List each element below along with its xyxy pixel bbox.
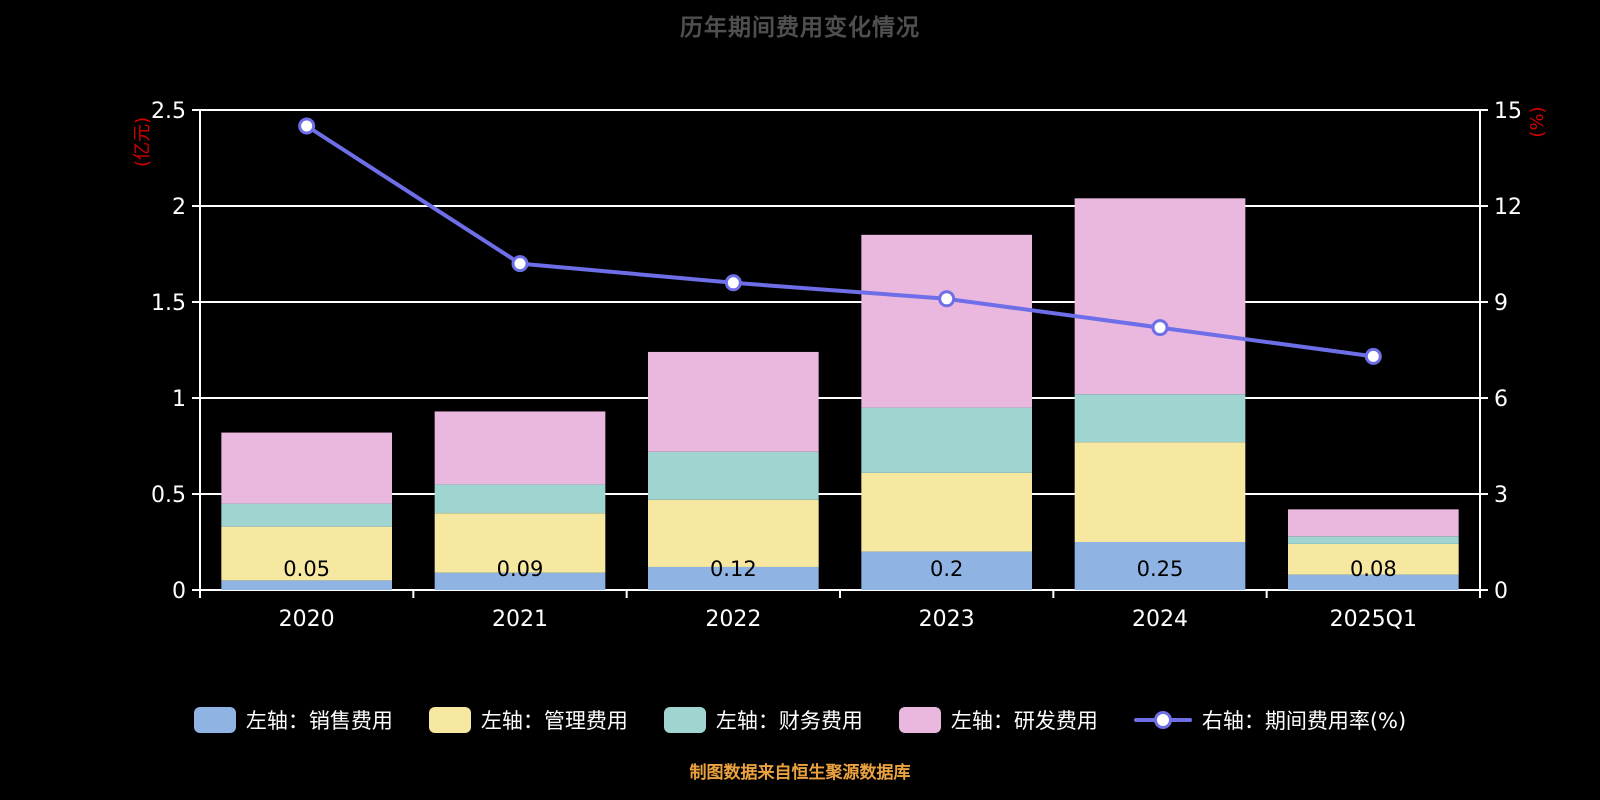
legend-line-swatch (1133, 707, 1192, 733)
x-axis-label: 2021 (492, 607, 548, 632)
line-marker (298, 117, 316, 135)
bar-value-label: 0.09 (497, 557, 544, 581)
legend-item[interactable]: 左轴：管理费用 (428, 705, 628, 735)
right-axis-tick-label: 0 (1494, 579, 1508, 604)
bar-segment (648, 499, 819, 567)
bar-segment (221, 580, 392, 590)
bar-segment (861, 472, 1032, 552)
bar-segment (648, 451, 819, 500)
line-marker (1364, 347, 1382, 365)
chart-title: 历年期间费用变化情况 (680, 15, 920, 41)
x-axis-label: 2025Q1 (1330, 607, 1417, 632)
legend-label: 左轴：财务费用 (715, 709, 863, 733)
right-axis-tick-label: 6 (1494, 387, 1508, 412)
right-axis-tick-label: 12 (1494, 195, 1522, 220)
bar-segment (1288, 509, 1459, 537)
x-axis-label: 2022 (705, 607, 761, 632)
legend-label: 左轴：销售费用 (245, 709, 393, 733)
left-axis-tick-label: 0.5 (151, 483, 186, 508)
line-marker (938, 290, 956, 308)
bar-segment (861, 551, 1032, 590)
line-marker (1151, 319, 1169, 337)
bar-segment (648, 566, 819, 590)
bar-segment (1288, 574, 1459, 590)
line-marker (511, 255, 529, 273)
legend-swatch (898, 707, 941, 733)
legend-line-marker (1153, 711, 1172, 729)
legend-label: 左轴：管理费用 (480, 709, 628, 733)
legend-swatch (193, 707, 236, 733)
chart-legend: 左轴：销售费用 左轴：管理费用 左轴：财务费用 左轴：研发费用 右轴：期间费用率(%) (0, 698, 1600, 742)
bar-segment (861, 234, 1032, 408)
bar-segment (221, 526, 392, 581)
bar-value-label: 0.08 (1350, 557, 1397, 581)
legend-swatch (428, 707, 471, 733)
legend-item[interactable]: 左轴：销售费用 (193, 705, 393, 735)
left-axis-name: (亿元) (132, 117, 153, 167)
legend-label: 右轴：期间费用率(%) (1201, 709, 1407, 733)
expense-rate-line (305, 124, 1374, 359)
bar-segment (221, 503, 392, 527)
left-axis-tick-label: 1.5 (151, 291, 186, 316)
bar-segment (1074, 394, 1246, 443)
bar-segment (1074, 198, 1246, 395)
legend-item[interactable]: 右轴：期间费用率(%) (1133, 705, 1407, 735)
x-axis-label: 2020 (279, 607, 335, 632)
bar-value-label: 0.12 (710, 557, 757, 581)
bar-segment (434, 513, 606, 573)
bar-segment (861, 407, 1032, 473)
bar-segment (1074, 442, 1246, 542)
bar-segment (1288, 536, 1459, 544)
bar-segment (1074, 542, 1246, 590)
bar-segment (1288, 543, 1459, 575)
right-axis-tick-label: 3 (1494, 483, 1508, 508)
bar-value-label: 0.2 (930, 557, 963, 581)
legend-label: 左轴：研发费用 (950, 709, 1098, 733)
x-axis-label: 2023 (919, 607, 975, 632)
bar-segment (434, 411, 606, 485)
right-axis-name: (%) (1527, 106, 1548, 137)
bar-segment (648, 351, 819, 452)
right-axis-tick-label: 15 (1494, 99, 1522, 124)
bar-value-label: 0.25 (1137, 557, 1184, 581)
left-axis-tick-label: 2.5 (151, 99, 186, 124)
left-axis-tick-label: 2 (172, 195, 186, 220)
x-axis-label: 2024 (1132, 607, 1188, 632)
bar-segment (221, 432, 392, 504)
bar-segment (434, 572, 606, 590)
expense-chart-canvas: 0 0.5 1 1.5 2 2.5 0 3 6 9 12 15 2020 2021 2022 2023 2024… (132, 99, 1548, 632)
left-axis-tick-label: 1 (172, 387, 186, 412)
legend-item[interactable]: 左轴：研发费用 (898, 705, 1098, 735)
bar-segment (434, 484, 606, 514)
legend-swatch (663, 707, 706, 733)
data-source-note: 制图数据来自恒生聚源数据库 (689, 763, 911, 783)
legend-item[interactable]: 左轴：财务费用 (663, 705, 863, 735)
bar-value-label: 0.05 (283, 557, 330, 581)
left-axis-tick-label: 0 (172, 579, 186, 604)
right-axis-tick-label: 9 (1494, 291, 1508, 316)
line-marker (724, 274, 742, 292)
